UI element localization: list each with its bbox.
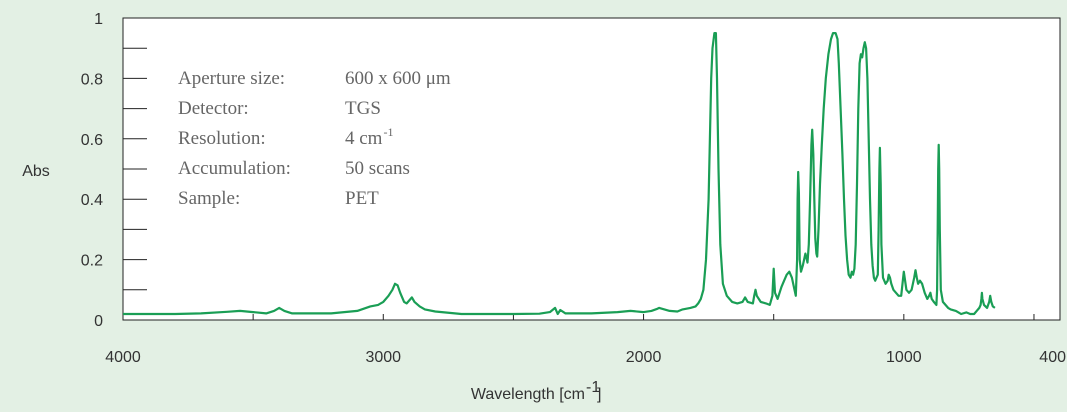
plot-background [123,18,1060,320]
measurement-info: Aperture size: 600 x 600 μm Detector: TGS Re… [178,68,451,209]
x-axis-title-suffix: ] [597,386,601,403]
y-tick-label: 0.2 [81,253,103,270]
info-value: 50 scans [345,158,410,179]
info-value: 600 x 600 μm [345,68,451,89]
info-label: Accumulation: [178,158,291,179]
info-value: 4 cm-1 [345,125,393,149]
info-value: PET [345,188,379,209]
x-axis-title: Wavelength [cm [471,386,585,403]
spectrum-line [123,32,996,316]
x-tick-label: 1000 [886,349,922,366]
info-label: Detector: [178,98,249,119]
x-axis-title-main: Wavelength [cm [471,386,585,403]
x-tick-labels: 4000 3000 2000 1000 400 [105,349,1066,366]
info-label: Resolution: [178,128,266,149]
y-minor-ticks [123,47,147,291]
series-group [123,32,996,316]
y-tick-label: 0.4 [81,192,103,209]
y-tick-label: 0.6 [81,132,103,149]
y-tick-labels: 0 0.2 0.4 0.6 0.8 1 [81,11,103,330]
plot-frame [122,17,1061,321]
y-tick-label: 0.8 [81,71,103,88]
x-tick-label: 4000 [105,349,141,366]
y-tick-label: 0 [94,313,103,330]
info-value: TGS [345,98,381,119]
x-tick-label: 2000 [626,349,662,366]
info-value-sup: -1 [383,125,393,139]
y-axis-title: Abs [22,163,50,180]
x-tick-label: 400 [1039,349,1066,366]
info-label: Aperture size: [178,68,285,89]
info-label: Sample: [178,188,240,209]
x-tick-label: 3000 [365,349,401,366]
x-axis-title-sup: -1 [586,379,600,396]
y-tick-label: 1 [94,11,103,28]
